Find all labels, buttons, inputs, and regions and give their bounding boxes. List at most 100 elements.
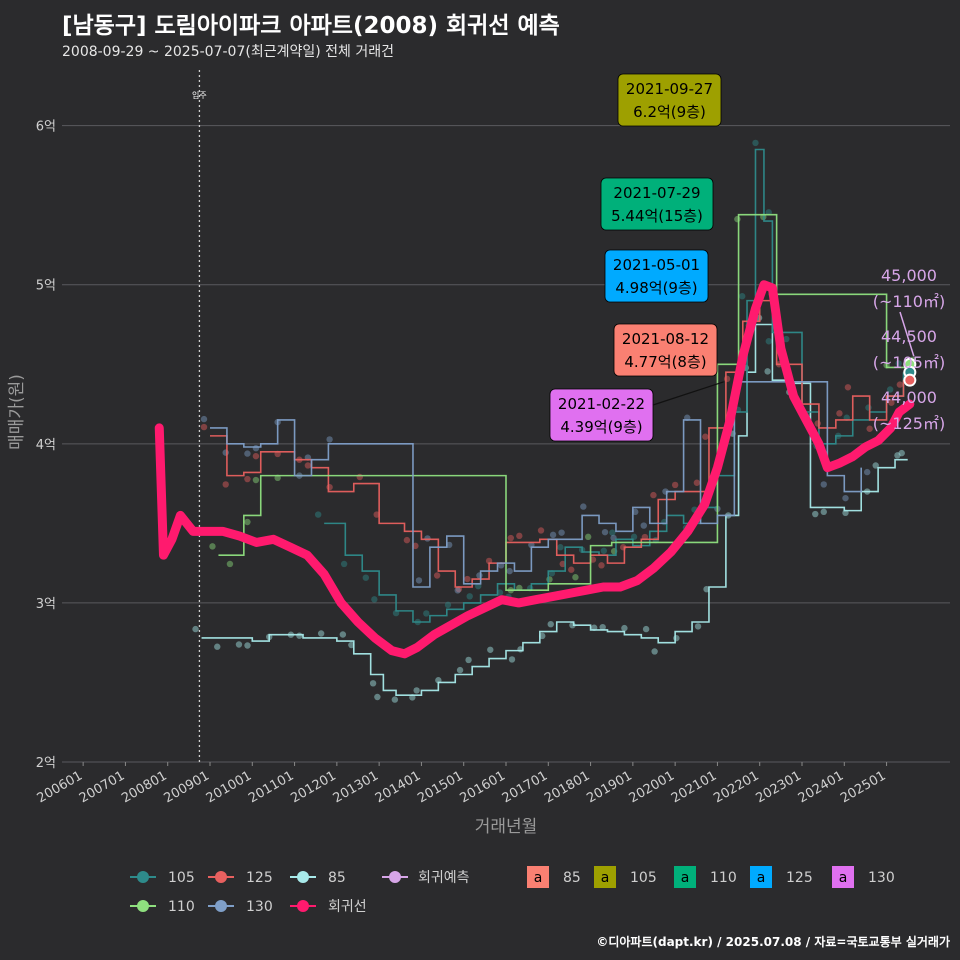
scatter-point [373,511,380,518]
scatter-point [842,494,849,502]
scatter-point [765,209,772,216]
x-tick-label: 200901 [162,768,212,806]
scatter-point [339,631,347,638]
scatter-point [894,452,901,459]
scatter-point [642,625,650,633]
x-tick-label: 202501 [838,768,888,806]
legend-box-glyph: a [681,870,690,886]
x-tick-label: 200701 [77,768,127,806]
x-tick-label: 201801 [542,768,592,806]
legend-dot-swatch [215,871,227,883]
legend-label: 130 [868,870,895,886]
scatter-point [244,518,251,526]
scatter-point [476,572,483,579]
scatter-point [244,475,251,483]
x-tick-label: 201101 [246,768,296,806]
scatter-point [222,449,229,456]
chart-subtitle: 2008-09-29 ~ 2025-07-07(최근계약일) 전체 거래건 [62,44,394,60]
series-line-85 [201,323,908,696]
scatter-point [703,586,710,593]
legend-label: 110 [168,899,195,915]
forecast-points: 45,000 (~110㎡) 44,500 (~105㎡) 44,000 (~125㎡) [873,266,945,433]
legend-label: 125 [786,870,813,886]
scatter-point [403,536,411,544]
x-tick-label: 201901 [584,768,634,806]
legend-label: 125 [246,870,273,886]
annotation-box [549,388,654,442]
annotation-box [617,73,722,127]
scatter-point [317,630,325,637]
annotation-date: 2021-05-01 [613,256,700,274]
annotation-box [600,177,714,231]
forecast-leader-line [899,311,915,357]
legend-label: 회귀예측 [418,870,470,886]
scatter-point [886,386,894,393]
legend-dot-swatch [137,871,149,883]
annotation-date: 2021-02-22 [558,395,645,413]
annotation-price: 5.44억(15층) [611,207,703,225]
y-tick-label: 4억 [36,438,56,453]
series-line-130 [210,380,862,588]
scatter-point [557,544,564,551]
scatter-point [673,634,680,642]
scatter-point [723,375,731,383]
forecast-area-label: (~125㎡) [873,414,945,433]
annotation-price: 4.77억(8층) [624,353,706,371]
x-tick-label: 201301 [331,768,381,806]
legend-box-glyph: a [534,870,543,886]
source-credit: ©디아파트(dapt.kr) / 2025.07.08 / 자료=국토교통부 실… [596,935,950,949]
legend-dot-swatch [297,871,309,883]
scatter-point [558,529,565,536]
x-tick-label: 202301 [754,768,804,806]
scatter-point [209,543,216,550]
chart-title: [남동구] 도림아이파크 아파트(2008) 회귀선 예측 [62,13,560,39]
scatter-point [296,632,303,639]
scatter-point [589,556,597,563]
annotation-box [613,323,718,377]
scatter-point [572,574,579,581]
forecast-value-label: 44,000 [881,388,937,407]
scatter-point [465,656,472,664]
scatter-point [610,534,617,542]
x-tick-label: 202401 [796,768,846,806]
scatter-point [356,473,363,481]
scatter-point [812,510,819,518]
annotations: 2021-09-27 6.2억(9층) 2021-07-29 5.44억(15층) 20… [549,73,724,442]
legend-dot-swatch [215,900,227,912]
scatter-point [391,696,399,703]
forecast-area-label: (~105㎡) [873,353,945,372]
y-axis-title: 매매가(원) [7,374,27,450]
scatter-point [671,481,679,489]
scatter-point [252,452,260,460]
y-tick-label: 5억 [36,279,56,294]
scatter-point [433,572,441,579]
scatter-point [630,533,638,541]
legend-label: 85 [563,870,581,886]
scatter-point [446,541,453,549]
scatter-point [362,574,370,581]
scatter-point [371,596,378,603]
scatter-point [326,483,333,491]
x-axis-title: 거래년월 [475,817,538,837]
scatter-point [244,450,251,457]
scatter-point [424,535,431,542]
legend-label: 105 [168,870,195,886]
scatter-point [415,577,423,584]
annotation-box [604,249,709,303]
x-tick-label: 201401 [373,768,423,806]
scatter-point [507,534,514,542]
scatter-point [326,436,333,443]
scatter-point [694,623,702,630]
scatter-point [601,528,609,536]
scatter-point [374,693,381,701]
scatter-point [413,687,420,694]
scatter-point [508,656,516,663]
scatter-point [516,532,523,540]
scatter-point [598,562,605,569]
regression-path [154,280,915,659]
scatter-point [235,641,243,648]
scatter-point [200,415,208,423]
move-in-marker: 입주 [192,70,207,762]
forecast-value-label: 45,000 [881,266,937,285]
